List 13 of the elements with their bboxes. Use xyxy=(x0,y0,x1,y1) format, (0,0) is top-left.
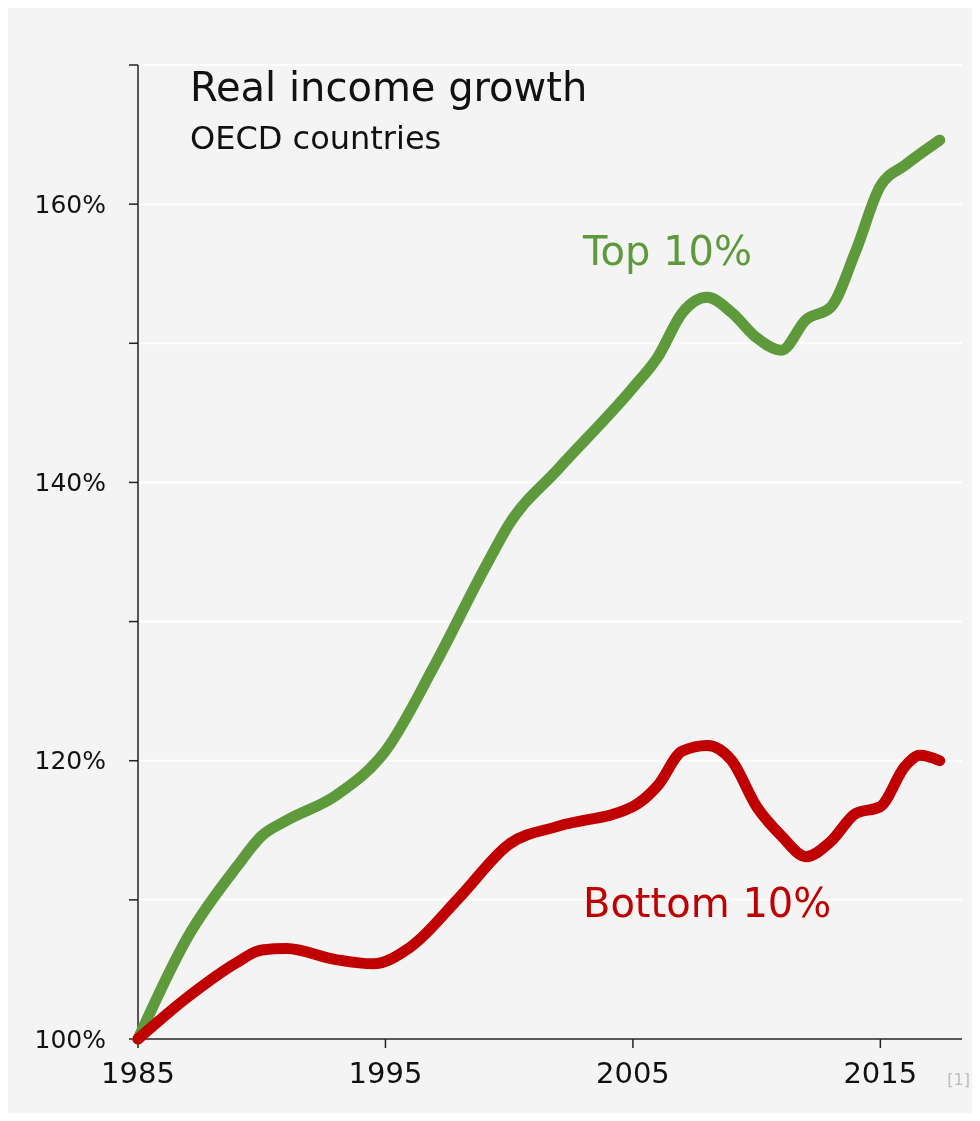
y-tick-label: 160% xyxy=(34,189,106,219)
y-tick-label: 120% xyxy=(34,746,106,776)
y-tick-label: 100% xyxy=(34,1024,106,1054)
x-tick-label: 1985 xyxy=(101,1056,175,1090)
series-label: Top 10% xyxy=(581,227,753,274)
x-tick-label: 2005 xyxy=(595,1056,670,1090)
text: [1] xyxy=(947,1070,970,1089)
x-tick-label: 1995 xyxy=(348,1056,423,1090)
x-tick-label: 2015 xyxy=(843,1056,918,1090)
y-tick-label: 140% xyxy=(34,467,106,497)
series-label: Bottom 10% xyxy=(582,880,832,927)
chart-title: Real income growth xyxy=(190,64,588,110)
text: OECD countries xyxy=(190,119,442,157)
